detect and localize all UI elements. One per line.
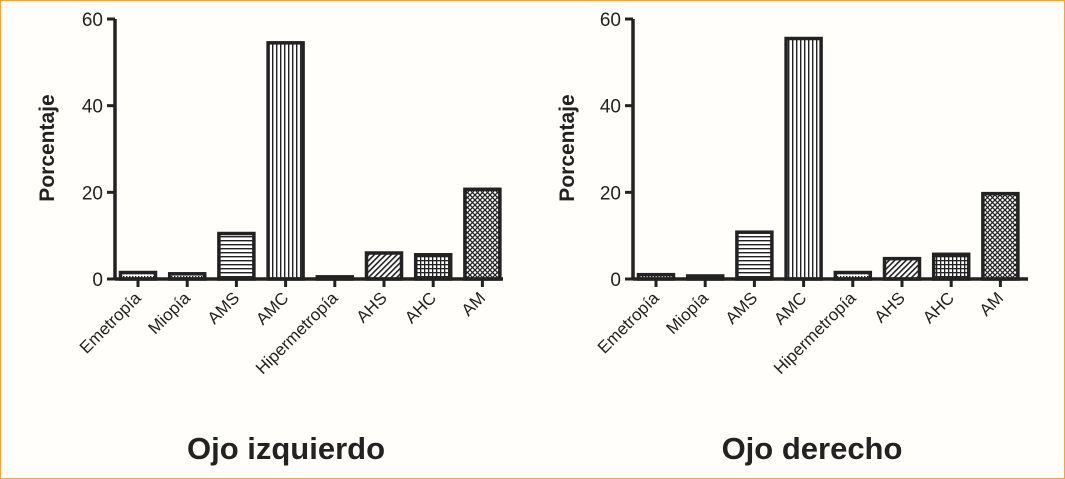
- y-tick-label: 20: [600, 183, 621, 204]
- x-category-label: AMS: [204, 288, 243, 327]
- x-category-label: AMC: [252, 288, 292, 328]
- y-axis-title: Porcentaje: [36, 94, 59, 201]
- x-category-label: AM: [458, 288, 489, 319]
- x-category-label: AMC: [770, 288, 810, 328]
- y-tick-label: 0: [92, 270, 103, 291]
- chart-right-eye: Porcentaje Ojo derecho 0 20 40 60 Emetropía M…: [556, 10, 1028, 466]
- bar-ams: [735, 230, 774, 281]
- chart-left-eye: Porcentaje Ojo izquierdo 0 20 40 60 Emetropí…: [36, 10, 503, 466]
- bar-amc: [266, 41, 305, 281]
- y-tick-label: 20: [82, 183, 103, 204]
- x-category-label: Emetropía: [594, 288, 663, 357]
- x-category-label: AMS: [722, 288, 761, 327]
- y-tick-label: 40: [600, 97, 621, 118]
- x-category-label: AHS: [871, 288, 909, 326]
- y-tick-label: 0: [610, 270, 621, 291]
- y-tick-label: 40: [82, 97, 103, 118]
- y-tick-label: 60: [600, 10, 621, 31]
- x-category-label: AM: [976, 288, 1007, 319]
- bar-ahs: [882, 256, 922, 281]
- y-tick-label: 60: [82, 10, 103, 31]
- bar-ams: [217, 231, 256, 281]
- bar-ahs: [364, 251, 404, 281]
- bar-ahc: [413, 252, 453, 281]
- y-axis-title: Porcentaje: [556, 94, 579, 201]
- bar-am: [981, 191, 1020, 281]
- bar-am: [463, 187, 502, 281]
- x-category-label: Emetropía: [76, 288, 145, 357]
- bar-amc: [784, 36, 823, 281]
- x-category-label: AHC: [401, 288, 440, 327]
- bar-ahc: [931, 252, 971, 281]
- x-category-label: AHC: [919, 288, 958, 327]
- chart-title: Ojo derecho: [722, 431, 903, 466]
- chart-title: Ojo izquierdo: [187, 431, 385, 466]
- x-category-label: Miopía: [663, 288, 713, 338]
- x-category-label: AHS: [353, 288, 391, 326]
- x-category-label: Miopía: [145, 288, 195, 338]
